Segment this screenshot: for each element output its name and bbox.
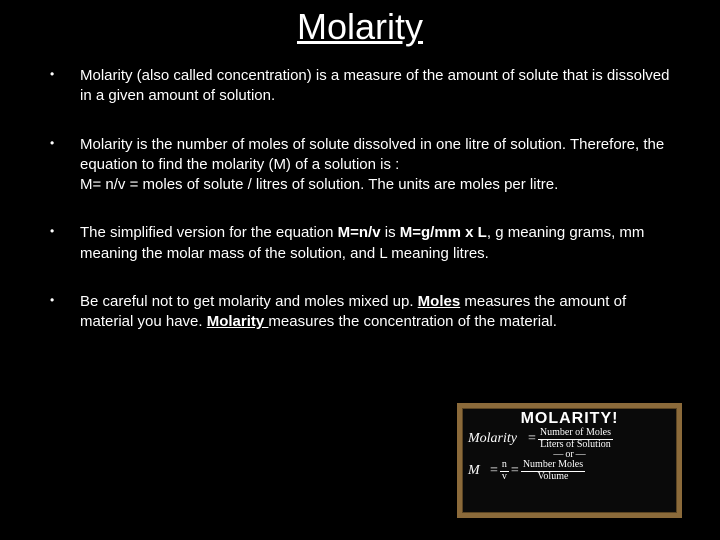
- chalk-frac2-num: Number Moles: [521, 460, 585, 472]
- bullet-3-pre: The simplified version for the equation: [80, 224, 338, 241]
- slide-title: Molarity: [40, 6, 680, 48]
- bullet-3: The simplified version for the equation …: [40, 223, 680, 264]
- bullet-3-eq2: M=g/mm x L: [400, 224, 487, 241]
- bullet-2-line2: M= n/v = moles of solute / litres of sol…: [80, 176, 558, 193]
- bullet-3-mid1: is: [381, 224, 400, 241]
- chalk-fraction-nv: n v: [500, 460, 509, 482]
- bullet-1: Molarity (also called concentration) is …: [40, 66, 680, 107]
- bullet-3-eq1: M=n/v: [338, 224, 381, 241]
- bullet-2: Molarity is the number of moles of solut…: [40, 135, 680, 196]
- bullet-4-k1: Moles: [418, 293, 461, 310]
- bullet-2-line1: Molarity is the number of moles of solut…: [80, 136, 664, 173]
- equals-icon: =: [490, 463, 498, 479]
- bullet-4: Be careful not to get molarity and moles…: [40, 292, 680, 333]
- chalk-m-label: M: [468, 463, 488, 479]
- chalk-frac2-den: Volume: [535, 472, 570, 483]
- chalk-fraction-1: Number of Moles Liters of Solution: [538, 428, 613, 450]
- chalk-nv-num: n: [500, 460, 509, 472]
- equals-icon: =: [511, 463, 519, 479]
- chalk-nv-den: v: [500, 472, 509, 483]
- bullet-list: Molarity (also called concentration) is …: [40, 66, 680, 332]
- equals-icon: =: [528, 431, 536, 447]
- chalk-molarity-label: Molarity: [468, 431, 526, 447]
- bullet-4-pre: Be careful not to get molarity and moles…: [80, 293, 418, 310]
- slide: Molarity Molarity (also called concentra…: [0, 0, 720, 540]
- bullet-4-post: measures the concentration of the materi…: [268, 313, 557, 330]
- bullet-4-k2: Molarity: [207, 313, 269, 330]
- chalk-fraction-2: Number Moles Volume: [521, 460, 585, 482]
- chalk-frac1-num: Number of Moles: [538, 428, 613, 440]
- chalkboard-row-1: Molarity = Number of Moles Liters of Sol…: [462, 428, 677, 450]
- chalkboard-title: MOLARITY!: [462, 410, 677, 428]
- chalkboard-row-2: M = n v = Number Moles Volume: [462, 460, 677, 482]
- chalkboard-image: MOLARITY! Molarity = Number of Moles Lit…: [457, 403, 682, 518]
- bullet-1-text: Molarity (also called concentration) is …: [80, 67, 669, 104]
